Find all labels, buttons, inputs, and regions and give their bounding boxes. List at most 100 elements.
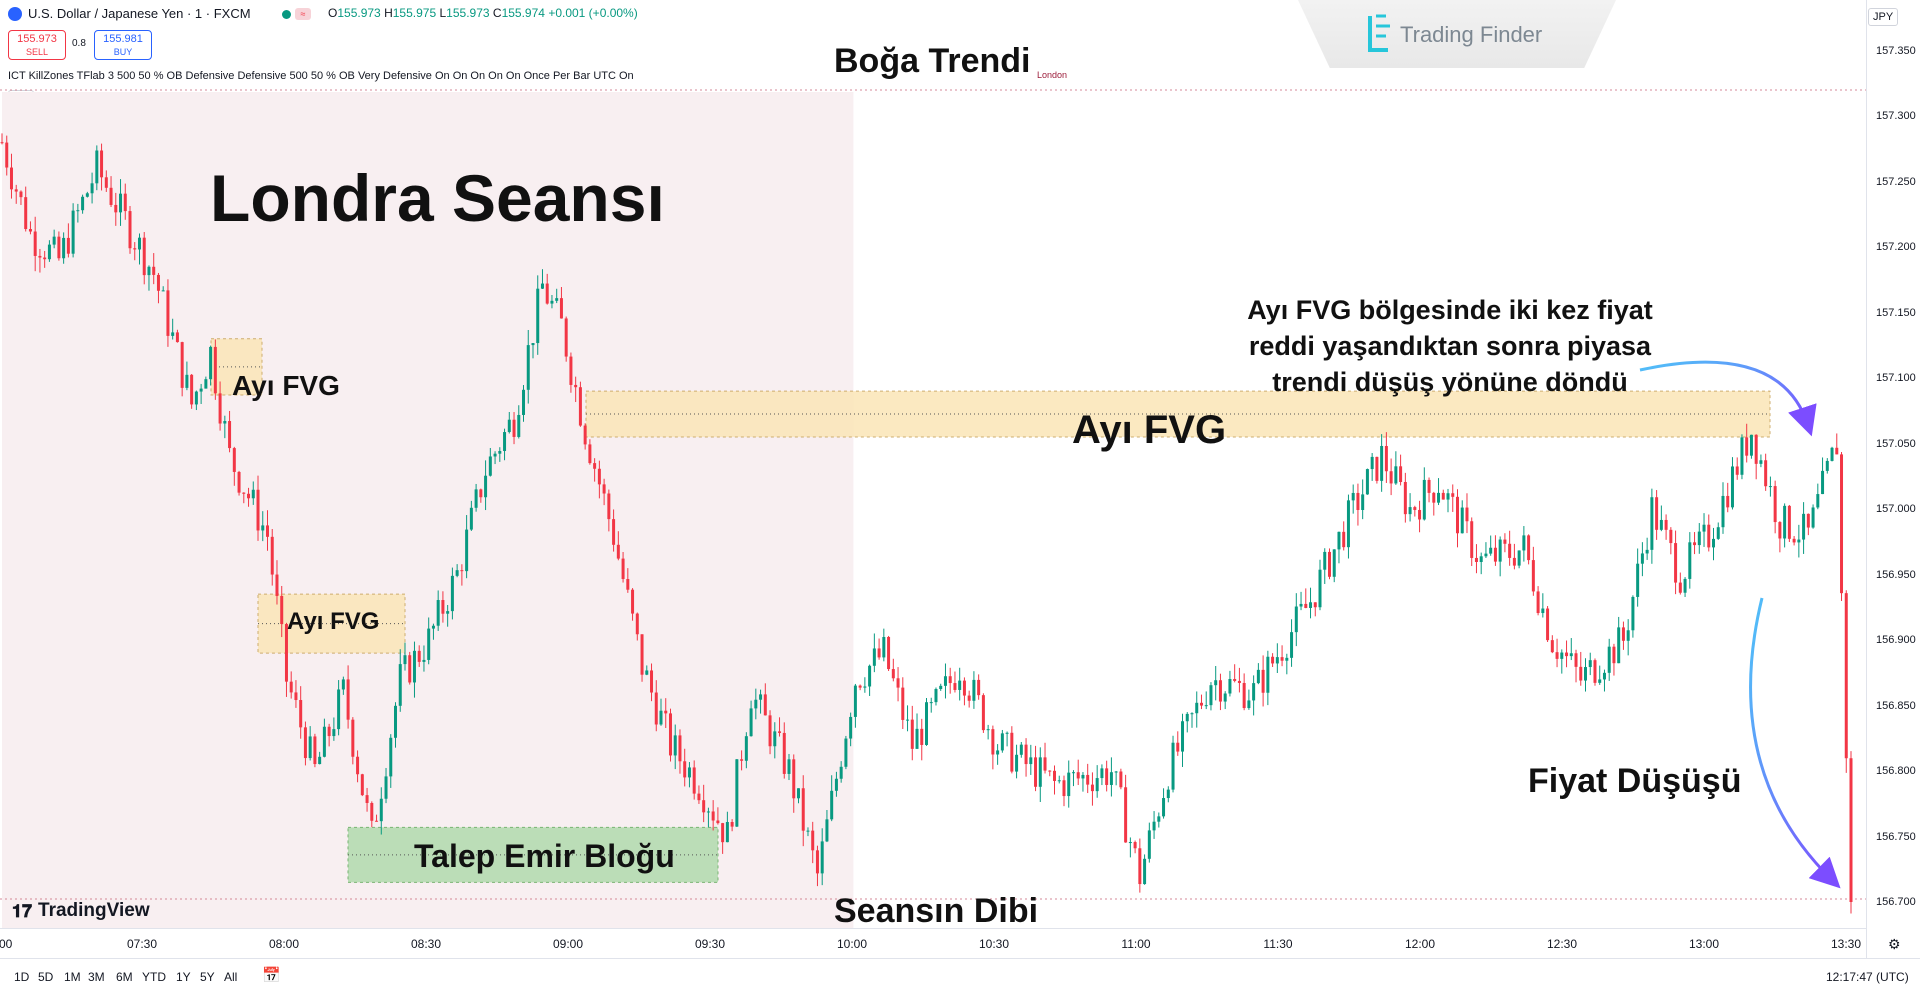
timeframe-button[interactable]: 6M [116, 970, 133, 984]
candle-body [294, 692, 298, 701]
ohlc-key: L [439, 6, 447, 20]
calendar-icon[interactable]: 📅 [262, 967, 281, 984]
candle-body [725, 822, 729, 843]
demand-block-label: Talep Emir Bloğu [414, 838, 675, 874]
candle-body [412, 650, 416, 683]
timeframe-button[interactable]: All [224, 970, 238, 984]
candle-body [346, 679, 350, 720]
currency-selector[interactable]: JPY [1868, 8, 1899, 26]
timeframe-button[interactable]: 1D [14, 970, 30, 984]
ohlc-readout: O155.973 H155.975 L155.973 C155.974 +0.0… [328, 6, 638, 20]
timeframe-button[interactable]: 1M [64, 970, 81, 984]
candle-body [1574, 653, 1578, 667]
candle-body [1555, 652, 1559, 659]
buy-price: 155.981 [103, 33, 143, 45]
candle-body [427, 628, 431, 660]
candle-body [465, 529, 469, 572]
candle-body [787, 759, 791, 774]
timeframe-button[interactable]: 1Y [176, 970, 191, 984]
candle-body [303, 727, 307, 759]
candle-body [218, 393, 222, 424]
candle-body [545, 283, 549, 304]
price-tick-label: 157.250 [1876, 175, 1916, 188]
note-line: reddi yaşandıktan sonra piyasa [1248, 331, 1652, 361]
candle-body [1607, 646, 1611, 673]
candle-body [877, 648, 881, 658]
price-chart[interactable] [0, 0, 1866, 928]
candle-body [1702, 524, 1706, 532]
candle-body [498, 451, 502, 454]
candle-body [270, 536, 274, 575]
candle-body [1527, 535, 1531, 561]
candle-body [631, 589, 635, 614]
candle-body [284, 624, 288, 682]
candle-body [1299, 603, 1303, 607]
candle-body [1768, 486, 1772, 488]
candle-body [1451, 493, 1455, 497]
candle-body [1147, 830, 1151, 859]
candle-body [1821, 470, 1825, 495]
candle-body [474, 489, 478, 508]
candle-body [237, 471, 241, 493]
candle-body [740, 759, 744, 761]
tradingview-watermark[interactable]: 𝟏𝟕 TradingView [12, 900, 150, 922]
candle-body [1455, 496, 1459, 534]
candle-body [526, 345, 530, 390]
candle-body [540, 283, 544, 289]
timeframe-button[interactable]: 3M [88, 970, 105, 984]
candle-body [925, 702, 928, 745]
timeframe-button[interactable]: 5D [38, 970, 54, 984]
utc-clock[interactable]: 12:17:47 (UTC) [1826, 970, 1909, 984]
candle-body [825, 819, 829, 842]
candle-body [119, 193, 123, 213]
candle-body [1745, 437, 1749, 456]
candle-body [1688, 542, 1692, 579]
candle-body [1460, 507, 1464, 534]
candle-body [1536, 591, 1540, 614]
candle-body [185, 374, 189, 388]
candle-body [417, 650, 421, 662]
candle-body [152, 266, 156, 275]
candle-body [1218, 680, 1222, 702]
candle-body [1683, 578, 1687, 593]
bottom-toolbar [0, 958, 1920, 997]
candle-body [356, 756, 360, 775]
time-tick-label: 13:00 [1688, 937, 1720, 951]
candle-body [1830, 447, 1834, 461]
settings-icon[interactable]: ⚙ [1888, 936, 1901, 952]
sell-button[interactable]: 155.973 SELL [8, 30, 66, 60]
timeframe-button[interactable]: 5Y [200, 970, 215, 984]
candle-body [759, 694, 763, 700]
buy-button[interactable]: 155.981 BUY [94, 30, 152, 60]
ohlc-value: 155.973 [337, 6, 381, 20]
candle-body [958, 680, 962, 690]
candle-body [199, 388, 203, 392]
candle-body [1403, 481, 1407, 515]
candle-body [664, 710, 668, 714]
ohlc-key: H [384, 6, 393, 20]
candle-body [265, 525, 269, 537]
candle-body [626, 579, 630, 590]
candle-body [1626, 630, 1630, 641]
price-tick-label: 157.300 [1876, 110, 1916, 122]
candle-body [730, 822, 734, 827]
annotation-note: Ayı FVG bölgesinde iki kez fiyat reddi y… [1240, 292, 1660, 400]
candle-body [1531, 560, 1535, 592]
candle-body [379, 798, 383, 822]
candle-body [1413, 507, 1417, 510]
candle-body [488, 456, 492, 476]
note-line: trendi düşüş yönüne döndü [1272, 367, 1628, 397]
timeframe-button[interactable]: YTD [142, 970, 166, 984]
candle-body [735, 759, 739, 827]
trading-finder-logo-icon [1368, 14, 1390, 52]
candle-body [621, 558, 625, 580]
watermark-text: TradingView [38, 900, 150, 921]
candle-body [1242, 682, 1246, 709]
indicator-legend[interactable]: ICT KillZones TFlab 3 500 50 % OB Defens… [8, 70, 634, 82]
candle-body [213, 346, 217, 394]
candle-body [996, 750, 1000, 755]
symbol-title[interactable]: U.S. Dollar / Japanese Yen · 1 · FXCM [28, 6, 251, 21]
candle-body [1764, 460, 1768, 487]
candle-body [1721, 495, 1725, 528]
price-tick-label: 157.350 [1876, 44, 1916, 57]
